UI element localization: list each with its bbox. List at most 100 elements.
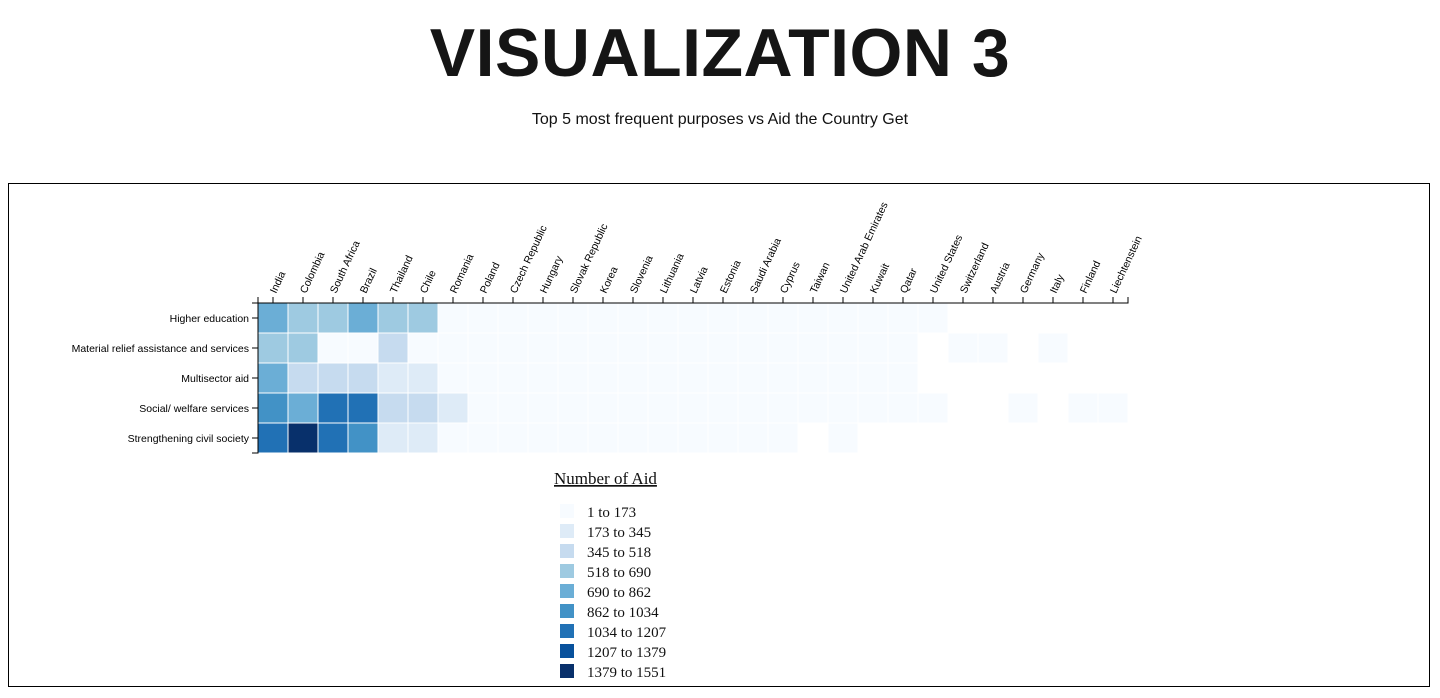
heatmap-cell xyxy=(587,302,619,334)
heatmap-cell xyxy=(707,422,739,454)
heatmap-cell xyxy=(857,302,889,334)
heatmap-cell xyxy=(587,332,619,364)
heatmap-cell xyxy=(827,362,859,394)
legend-label: 518 to 690 xyxy=(587,565,651,581)
heatmap-cell xyxy=(287,332,319,364)
heatmap-cell xyxy=(527,392,559,424)
y-tick-label: Material relief assistance and services xyxy=(72,343,249,355)
heatmap-cell xyxy=(347,392,379,424)
legend-swatch xyxy=(560,664,574,678)
heatmap-cell xyxy=(287,392,319,424)
heatmap-cell xyxy=(617,362,649,394)
legend-swatch xyxy=(560,584,574,598)
heatmap-cell xyxy=(647,362,679,394)
heatmap-cell xyxy=(377,332,409,364)
heatmap-cell xyxy=(527,302,559,334)
heatmap-cell xyxy=(617,392,649,424)
heatmap-cell xyxy=(857,332,889,364)
heatmap-cell xyxy=(557,302,589,334)
legend-label: 1034 to 1207 xyxy=(587,625,667,641)
heatmap-cell xyxy=(527,332,559,364)
heatmap-cell xyxy=(257,302,289,334)
x-tick-label: Cyprus xyxy=(778,260,803,295)
heatmap-cell xyxy=(707,392,739,424)
heatmap-cell xyxy=(317,422,349,454)
heatmap-cell xyxy=(797,302,829,334)
legend-swatch xyxy=(560,624,574,638)
legend-label: 173 to 345 xyxy=(587,525,651,541)
heatmap-cell xyxy=(437,392,469,424)
heatmap-cell xyxy=(767,332,799,364)
legend-label: 345 to 518 xyxy=(587,545,651,561)
heatmap-cell xyxy=(557,422,589,454)
heatmap-cell xyxy=(587,392,619,424)
heatmap-cell xyxy=(1007,392,1039,424)
x-tick-label: Lithuania xyxy=(658,251,687,295)
heatmap-cell xyxy=(677,392,709,424)
x-tick-label: Qatar xyxy=(898,266,920,295)
legend-label: 1207 to 1379 xyxy=(587,645,666,661)
x-tick-label: Austria xyxy=(988,260,1013,295)
heatmap-cell xyxy=(647,392,679,424)
legend-label: 1379 to 1551 xyxy=(587,665,666,681)
heatmap-cell xyxy=(677,332,709,364)
heatmap-cell xyxy=(617,302,649,334)
heatmap-cell xyxy=(527,422,559,454)
x-tick-label: Korea xyxy=(598,265,621,296)
heatmap-cell xyxy=(557,362,589,394)
heatmap-cell xyxy=(287,422,319,454)
heatmap-cell xyxy=(857,392,889,424)
heatmap-cell xyxy=(917,392,949,424)
heatmap-cell xyxy=(827,332,859,364)
heatmap-cell xyxy=(317,332,349,364)
x-tick-label: Slovenia xyxy=(628,254,656,296)
heatmap-cell xyxy=(407,392,439,424)
legend-swatch xyxy=(560,644,574,658)
heatmap-cell xyxy=(797,362,829,394)
heatmap-cell xyxy=(287,302,319,334)
heatmap-cell xyxy=(797,332,829,364)
heatmap-cell xyxy=(347,362,379,394)
x-tick-label: Chile xyxy=(418,268,439,295)
heatmap-cell xyxy=(647,422,679,454)
heatmap-cell xyxy=(1037,332,1069,364)
x-tick-label: Finland xyxy=(1078,259,1103,295)
heatmap-cell xyxy=(647,332,679,364)
heatmap-cell xyxy=(437,422,469,454)
heatmap-cell xyxy=(377,362,409,394)
x-tick-label: India xyxy=(268,269,289,295)
heatmap-cell xyxy=(437,362,469,394)
heatmap-cell xyxy=(737,302,769,334)
heatmap-cell xyxy=(407,302,439,334)
heatmap-cell xyxy=(497,422,529,454)
heatmap-cell xyxy=(467,362,499,394)
heatmap-cell xyxy=(767,422,799,454)
heatmap-cell xyxy=(827,392,859,424)
heatmap-cell xyxy=(887,392,919,424)
y-tick-label: Higher education xyxy=(170,313,250,325)
heatmap-cell xyxy=(887,302,919,334)
x-tick-label: Taiwan xyxy=(808,260,833,295)
heatmap-cell xyxy=(467,332,499,364)
heatmap-cells xyxy=(257,302,1129,454)
heatmap-cell xyxy=(437,302,469,334)
legend-swatch xyxy=(560,504,574,518)
x-tick-label: Colombia xyxy=(298,250,328,295)
x-tick-label: Thailand xyxy=(388,254,416,296)
heatmap-cell xyxy=(497,362,529,394)
x-tick-label: Hungary xyxy=(538,254,566,296)
heatmap-cell xyxy=(257,332,289,364)
x-tick-label: Liechtenstein xyxy=(1108,234,1145,295)
y-axis: Higher education Material relief assistan… xyxy=(72,302,259,454)
legend-swatch xyxy=(560,604,574,618)
x-tick-label: Latvia xyxy=(688,265,711,296)
heatmap-cell xyxy=(617,332,649,364)
heatmap-cell xyxy=(407,362,439,394)
heatmap-cell xyxy=(827,302,859,334)
heatmap-cell xyxy=(707,362,739,394)
x-tick-label: Estonia xyxy=(718,258,744,295)
x-tick-label: Italy xyxy=(1048,272,1067,295)
heatmap-cell xyxy=(467,302,499,334)
heatmap-cell xyxy=(707,302,739,334)
heatmap-cell xyxy=(677,302,709,334)
